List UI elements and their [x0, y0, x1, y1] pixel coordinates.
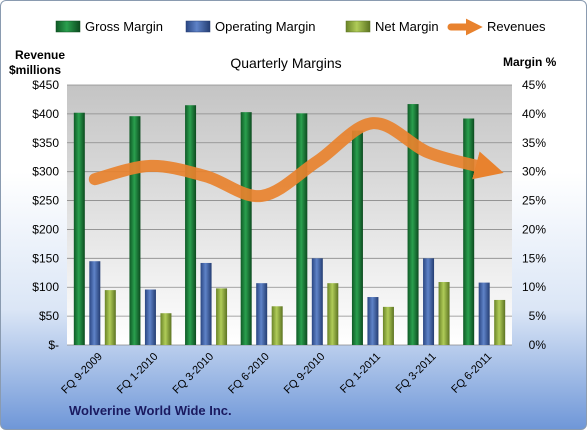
category-label: FQ 6-2010 [226, 351, 272, 397]
left-tick-label: $250 [32, 194, 59, 208]
category-label: FQ 1-2010 [115, 351, 161, 397]
gross-margin-bar [296, 113, 308, 345]
right-tick-label: 0% [529, 338, 547, 352]
net-margin-bar [104, 290, 116, 345]
left-tick-label: $50 [39, 309, 59, 323]
operating-margin-bar [423, 258, 435, 345]
operating-margin-bar [200, 262, 212, 345]
right-tick-label: 45% [522, 78, 546, 92]
left-axis-title-line2: $millions [9, 63, 61, 77]
legend-item-gross-margin: Gross Margin [55, 19, 163, 34]
right-tick-label: 15% [522, 251, 546, 265]
left-tick-label: $200 [32, 222, 59, 236]
net-margin-bar [382, 306, 394, 345]
gross-margin-bar [185, 105, 197, 345]
left-tick-label: $150 [32, 251, 59, 265]
net-margin-bar [327, 283, 339, 345]
operating-margin-bar [256, 283, 268, 345]
plot-area [67, 85, 512, 345]
footer-company: Wolverine World Wide Inc. [69, 403, 232, 418]
category-label: FQ 1-2011 [338, 351, 383, 396]
left-tick-label: $100 [32, 280, 59, 294]
operating-margin-bar [144, 289, 156, 345]
gross-margin-bar [240, 112, 252, 346]
operating-margin-bar [311, 258, 323, 345]
legend-label-gross-margin: Gross Margin [85, 19, 163, 34]
net-margin-bar [494, 299, 506, 345]
net-margin-bar [160, 313, 172, 345]
right-tick-label: 40% [522, 107, 546, 121]
operating-margin-bar [367, 297, 379, 345]
operating-margin-bar [89, 261, 101, 345]
right-tick-label: 20% [522, 222, 546, 236]
left-axis-title-line1: Revenue [15, 48, 65, 62]
right-tick-label: 30% [522, 165, 546, 179]
left-axis-ticks: $- $50 $100 $150 $200 $250 $300 $350 $400 $450 [32, 78, 59, 352]
gross-margin-bar [407, 104, 419, 345]
operating-margin-bar [478, 282, 490, 345]
net-margin-bar [438, 282, 450, 345]
legend-item-net-margin: Net Margin [345, 19, 439, 34]
category-label: FQ 3-2010 [171, 351, 217, 397]
revenue-line [88, 117, 504, 203]
left-tick-label: $350 [32, 136, 59, 150]
right-tick-label: 5% [529, 309, 547, 323]
legend-label-net-margin: Net Margin [375, 19, 439, 34]
right-tick-label: 35% [522, 136, 546, 150]
category-label: FQ 3-2011 [394, 351, 439, 396]
gross-margin-bar [351, 130, 363, 345]
gross-margin-bar [463, 118, 475, 345]
right-tick-label: 10% [522, 280, 546, 294]
legend: Gross Margin Operating Margin Net Margin… [55, 18, 546, 36]
gross-margin-bar [73, 112, 85, 345]
revenue-line-group [88, 117, 504, 203]
right-axis-ticks: 0% 5% 10% 15% 20% 25% 30% 35% 40% 45% [522, 78, 546, 352]
left-tick-label: $- [48, 338, 59, 352]
left-tick-label: $450 [32, 78, 59, 92]
category-label: FQ 9-2009 [59, 351, 105, 397]
right-tick-label: 25% [522, 194, 546, 208]
legend-item-revenues: Revenues [447, 18, 546, 36]
category-label: FQ 6-2011 [449, 351, 494, 396]
right-axis-title: Margin % [503, 55, 557, 69]
category-label: FQ 9-2010 [282, 351, 328, 397]
gross-margin-bar [129, 116, 141, 345]
legend-item-operating-margin: Operating Margin [185, 19, 315, 34]
left-tick-label: $400 [32, 107, 59, 121]
net-margin-bar [271, 306, 283, 345]
category-labels: FQ 9-2009 FQ 1-2010 FQ 3-2010 FQ 6-2010 FQ 9… [59, 351, 494, 397]
legend-label-revenues: Revenues [487, 19, 546, 34]
net-margin-bar [216, 288, 228, 345]
legend-label-operating-margin: Operating Margin [215, 19, 315, 34]
bars [73, 104, 506, 346]
left-tick-label: $300 [32, 165, 59, 179]
chart-title: Quarterly Margins [230, 55, 341, 71]
